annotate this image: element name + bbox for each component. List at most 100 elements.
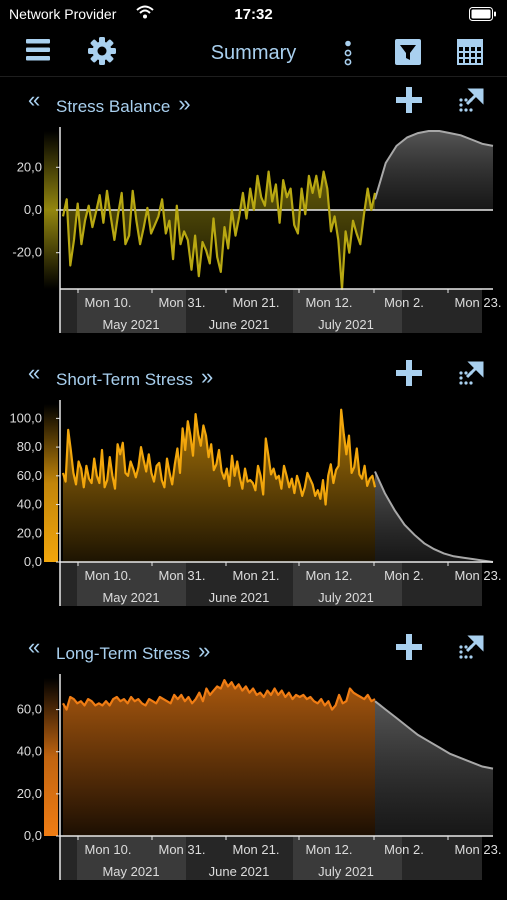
date-band [60, 289, 77, 333]
month-label: June 2021 [209, 317, 270, 332]
forecast-area [375, 471, 493, 562]
week-label: Mon 31. [159, 568, 206, 583]
month-label: July 2021 [318, 864, 374, 879]
week-label: Mon 23. [455, 568, 502, 583]
month-label: May 2021 [102, 864, 159, 879]
date-band [186, 289, 293, 333]
date-band [293, 562, 402, 606]
date-band [60, 562, 77, 606]
week-label: Mon 10. [85, 842, 132, 857]
y-tick-label: 60,0 [17, 702, 42, 717]
previous-chevron-icon[interactable]: « [28, 634, 41, 659]
chart: 60,0 40,0 20,0 0,0 Mon 10. Mon 31. Mon 21. Mon … [17, 674, 501, 880]
add-icon[interactable] [396, 87, 422, 118]
status-bar: Network Provider 17:32 [0, 0, 507, 28]
week-label: Mon 10. [85, 568, 132, 583]
y-tick-label: 20,0 [17, 525, 42, 540]
y-tick-label: 0,0 [24, 554, 42, 569]
date-band [186, 836, 293, 880]
month-label: May 2021 [102, 317, 159, 332]
short-term-stress-panel: « Short-Term Stress » 100,0 80,0 60,0 40,0 20… [0, 358, 507, 613]
y-tick-label: 60,0 [17, 468, 42, 483]
y-axis-color-strip [44, 678, 58, 836]
y-tick-label: 100,0 [9, 410, 42, 425]
chart: 20,0 0,0 -20,0 Mon 10. Mon 31. Mon 21. Mon 12.… [12, 127, 502, 333]
date-band [402, 289, 482, 333]
nav-bar: Summary [0, 30, 507, 77]
date-band [293, 289, 402, 333]
week-label: Mon 31. [159, 842, 206, 857]
week-label: Mon 10. [85, 295, 132, 310]
network-provider: Network Provider [9, 6, 117, 22]
long-term-stress-panel: « Long-Term Stress » 60,0 40,0 20,0 0,0 Mon 1… [0, 632, 507, 887]
battery-icon [469, 7, 497, 26]
panel-title: Short-Term Stress [56, 370, 193, 389]
week-label: Mon 21. [233, 842, 280, 857]
stress-balance-panel: « Stress Balance » 20,0 0,0 -20,0 Mon 10. Mon… [0, 85, 507, 340]
week-label: Mon 21. [233, 568, 280, 583]
y-tick-label: 20,0 [17, 159, 42, 174]
week-label: Mon 21. [233, 295, 280, 310]
week-label: Mon 12. [306, 842, 353, 857]
date-band [402, 836, 482, 880]
previous-chevron-icon[interactable]: « [28, 87, 41, 112]
previous-chevron-icon[interactable]: « [28, 360, 41, 385]
y-tick-label: 20,0 [17, 786, 42, 801]
next-chevron-icon[interactable]: » [200, 364, 214, 389]
y-tick-label: 0,0 [24, 202, 42, 217]
data-line [61, 408, 377, 506]
date-band [293, 836, 402, 880]
expand-icon[interactable] [458, 87, 486, 118]
next-chevron-icon[interactable]: » [198, 638, 211, 663]
y-tick-label: 0,0 [24, 828, 42, 843]
next-chevron-icon[interactable]: » [178, 91, 191, 116]
month-label: June 2021 [209, 864, 270, 879]
panel-title: Long-Term Stress [56, 644, 191, 663]
expand-icon[interactable] [458, 360, 486, 391]
y-tick-label: 40,0 [17, 497, 42, 512]
add-icon[interactable] [396, 360, 422, 391]
y-tick-label: 80,0 [17, 439, 42, 454]
week-label: Mon 2. [384, 568, 424, 583]
month-label: May 2021 [102, 590, 159, 605]
data-area [63, 680, 375, 836]
chart: 100,0 80,0 60,0 40,0 20,0 0,0 Mon 10. Mon 31. Mo… [9, 400, 502, 606]
month-label: June 2021 [209, 590, 270, 605]
date-band [60, 836, 77, 880]
week-label: Mon 23. [455, 295, 502, 310]
month-label: July 2021 [318, 590, 374, 605]
clock: 17:32 [234, 6, 273, 23]
y-tick-label: 40,0 [17, 744, 42, 759]
panel-header: « Short-Term Stress » [0, 358, 507, 391]
menu-icon[interactable] [26, 39, 50, 66]
date-band [77, 289, 186, 333]
forecast-line [374, 700, 494, 770]
table-view-icon[interactable] [457, 39, 483, 70]
data-area [63, 171, 375, 289]
date-band [186, 562, 293, 606]
add-icon[interactable] [396, 634, 422, 665]
panel-header: « Long-Term Stress » [0, 632, 507, 665]
date-band [77, 562, 186, 606]
forecast-area [375, 701, 493, 836]
week-label: Mon 2. [384, 842, 424, 857]
week-label: Mon 31. [159, 295, 206, 310]
date-band [402, 562, 482, 606]
filter-icon[interactable] [395, 39, 421, 70]
month-label: July 2021 [318, 317, 374, 332]
forecast-line [374, 130, 494, 200]
week-label: Mon 2. [384, 295, 424, 310]
expand-icon[interactable] [458, 634, 486, 665]
y-axis-color-strip [44, 404, 58, 562]
panel-title: Stress Balance [56, 97, 171, 116]
y-tick-label: -20,0 [12, 245, 42, 260]
gear-icon[interactable] [87, 36, 117, 71]
y-axis-color-strip [44, 131, 58, 289]
more-options-icon[interactable] [342, 40, 354, 71]
panel-header: « Stress Balance » [0, 85, 507, 118]
week-label: Mon 12. [306, 568, 353, 583]
page-title: Summary [210, 42, 297, 64]
data-line [61, 170, 377, 291]
wifi-icon [136, 5, 154, 24]
forecast-line [374, 471, 494, 563]
